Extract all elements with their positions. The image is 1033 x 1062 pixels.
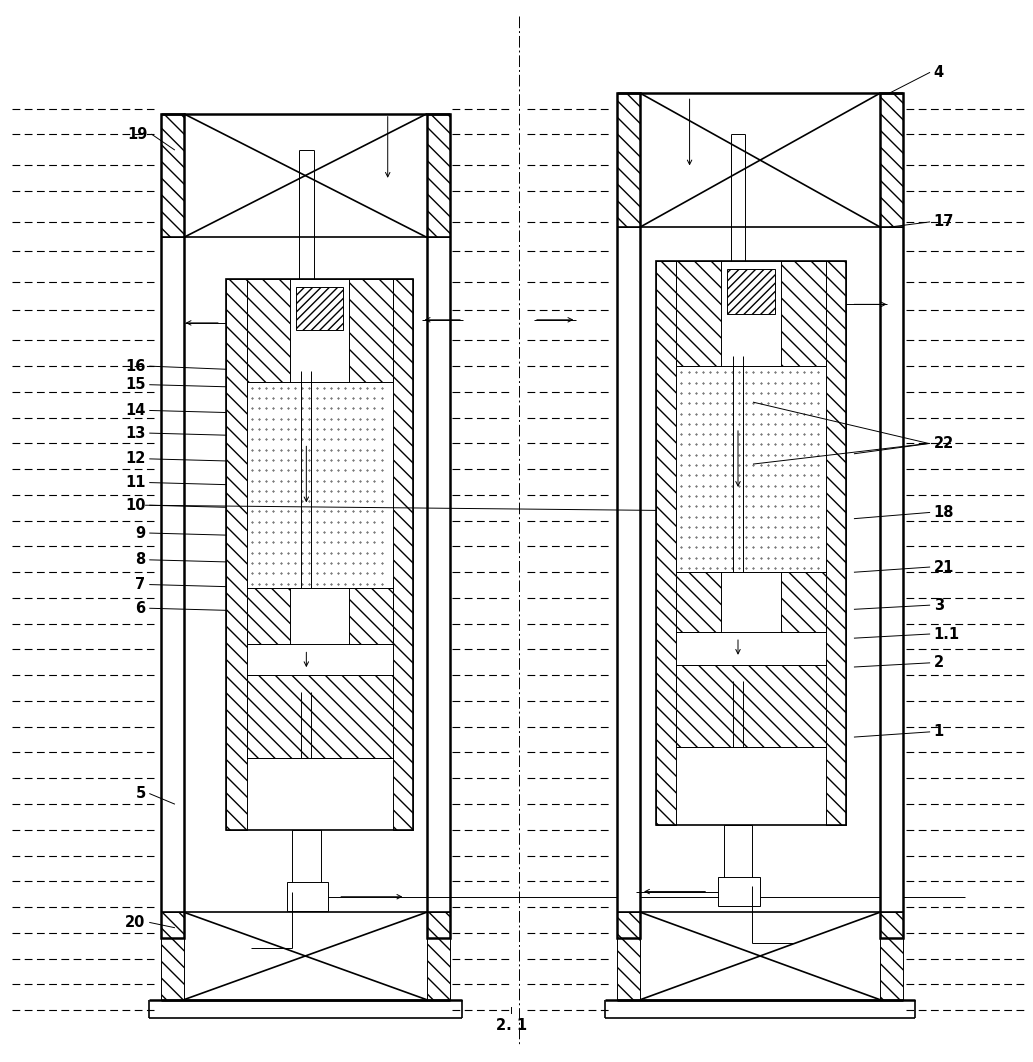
Bar (247, 587, 290, 645)
Text: 6: 6 (135, 601, 146, 616)
Bar (718, 877, 759, 906)
Bar (825, 261, 846, 824)
Text: 21: 21 (934, 560, 954, 575)
Text: 5: 5 (135, 786, 146, 801)
Bar (247, 381, 393, 587)
Bar (677, 366, 825, 572)
Bar (161, 114, 184, 238)
Text: 8: 8 (135, 552, 146, 567)
Bar (677, 261, 721, 366)
Text: 4: 4 (934, 65, 944, 80)
Bar (287, 883, 327, 911)
Bar (677, 261, 825, 366)
Bar (781, 261, 825, 366)
Bar (727, 270, 775, 313)
Text: 17: 17 (934, 215, 954, 229)
Text: 12: 12 (125, 451, 146, 466)
Bar (427, 114, 449, 238)
Text: 13: 13 (125, 426, 146, 441)
Text: 16: 16 (125, 359, 146, 374)
Text: 1.1: 1.1 (934, 627, 960, 641)
Text: 3: 3 (934, 598, 944, 613)
Bar (677, 665, 825, 748)
Bar (880, 93, 903, 938)
Text: 2. 1: 2. 1 (496, 1018, 527, 1033)
Text: 15: 15 (125, 377, 146, 392)
Bar (296, 287, 343, 330)
Bar (880, 912, 903, 999)
Text: 22: 22 (934, 435, 954, 451)
Text: 9: 9 (135, 526, 146, 541)
Bar (880, 93, 903, 227)
Text: 10: 10 (125, 498, 146, 513)
Bar (247, 675, 393, 757)
Bar (349, 278, 393, 381)
Bar (393, 278, 413, 829)
Text: 7: 7 (135, 577, 146, 593)
Bar (247, 278, 290, 381)
Bar (618, 912, 640, 999)
Text: 11: 11 (125, 475, 146, 490)
Bar (226, 278, 413, 829)
Bar (161, 912, 184, 999)
Bar (618, 93, 640, 938)
Text: 19: 19 (127, 126, 148, 142)
Bar (247, 675, 393, 757)
Bar (427, 114, 449, 938)
Bar (618, 93, 640, 227)
Text: 1: 1 (934, 724, 944, 739)
Text: 18: 18 (934, 504, 954, 520)
Bar (677, 665, 825, 748)
Bar (781, 572, 825, 632)
Bar (161, 114, 184, 938)
Bar (656, 261, 846, 824)
Bar (656, 261, 677, 824)
Text: 20: 20 (125, 915, 146, 930)
Bar (427, 912, 449, 999)
Text: 14: 14 (125, 402, 146, 418)
Bar (226, 278, 247, 829)
Bar (349, 587, 393, 645)
Bar (247, 587, 393, 645)
Bar (677, 572, 825, 632)
Text: 2: 2 (934, 655, 944, 670)
Bar (247, 278, 393, 381)
Bar (677, 572, 721, 632)
